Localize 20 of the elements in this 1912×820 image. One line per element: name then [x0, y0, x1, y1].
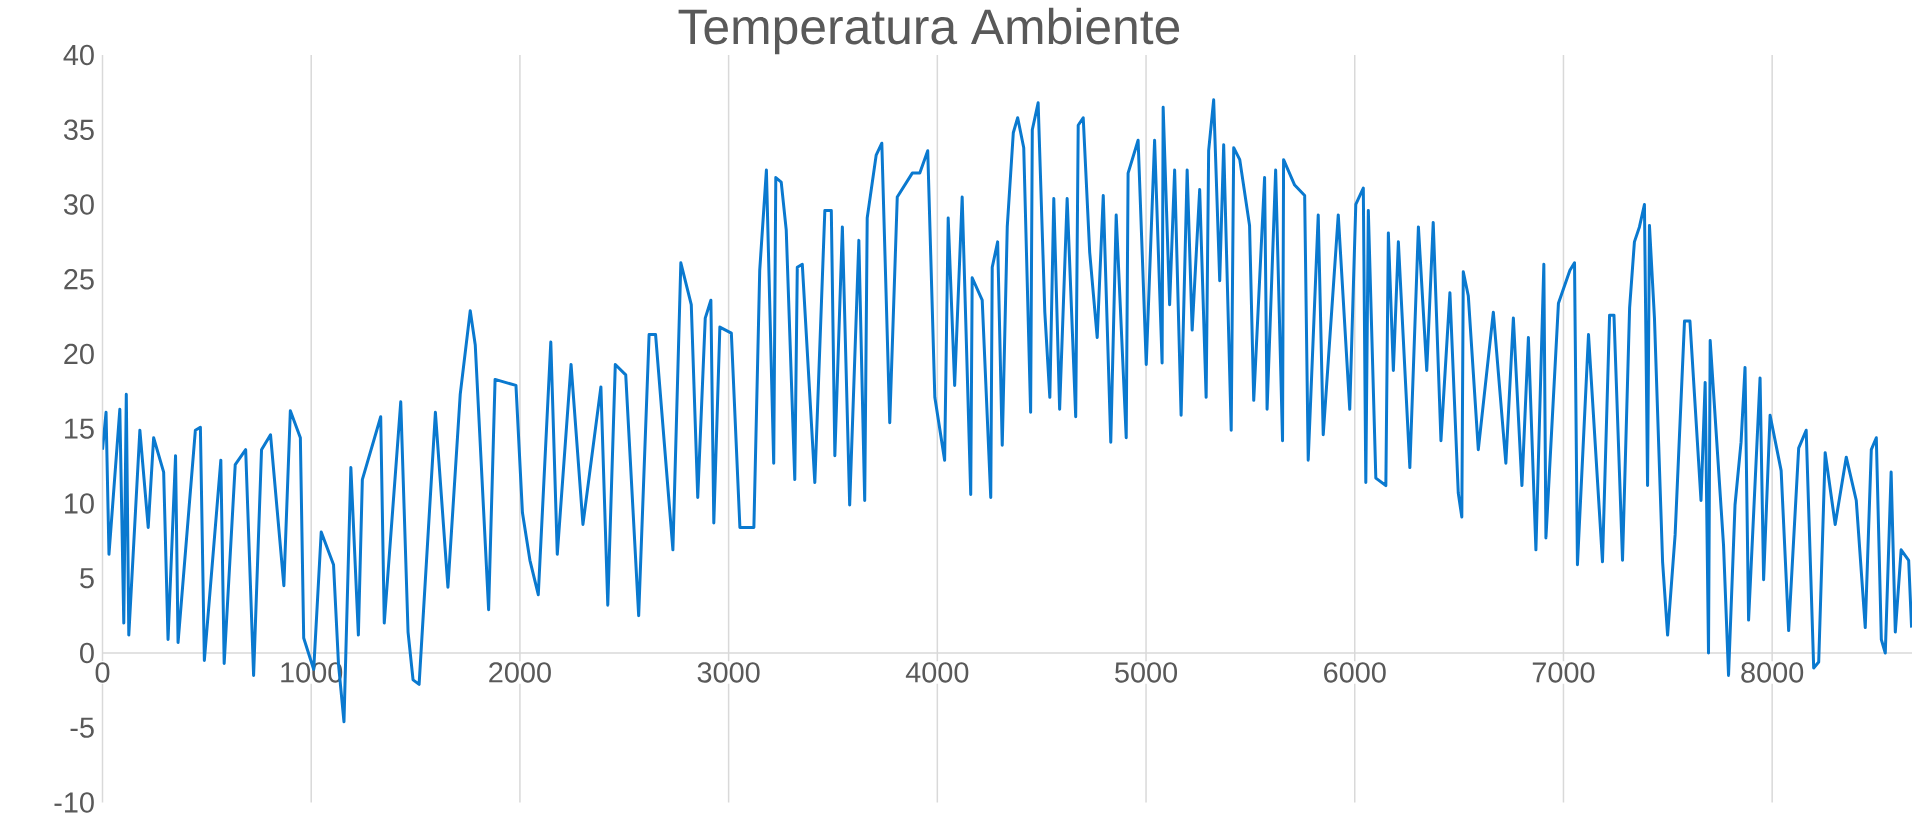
y-tick-label: 20 [64, 343, 94, 365]
x-tick-label: 6000 [1324, 662, 1386, 683]
y-tick-label: -10 [54, 792, 94, 813]
chart-title: Temperatura Ambiente [678, 7, 1180, 55]
x-tick-label: 7000 [1532, 662, 1595, 683]
y-tick-label: 15 [65, 418, 94, 439]
y-tick-label: 5 [80, 568, 94, 589]
y-tick-label: 25 [64, 269, 94, 290]
y-tick-label: 0 [80, 642, 94, 664]
x-tick-label: 3000 [697, 662, 760, 683]
x-tick-label: 8000 [1741, 662, 1804, 683]
y-tick-label: 10 [65, 493, 94, 514]
y-tick-label: 35 [63, 119, 94, 140]
y-tick-label: 30 [63, 194, 94, 215]
x-tick-label: 5000 [1115, 662, 1178, 683]
y-tick-label: -5 [70, 717, 94, 738]
x-tick-label: 4000 [905, 662, 969, 683]
x-tick-label: 2000 [489, 662, 551, 683]
x-tick-label: 0 [95, 662, 110, 683]
y-tick-label: 40 [63, 44, 94, 66]
